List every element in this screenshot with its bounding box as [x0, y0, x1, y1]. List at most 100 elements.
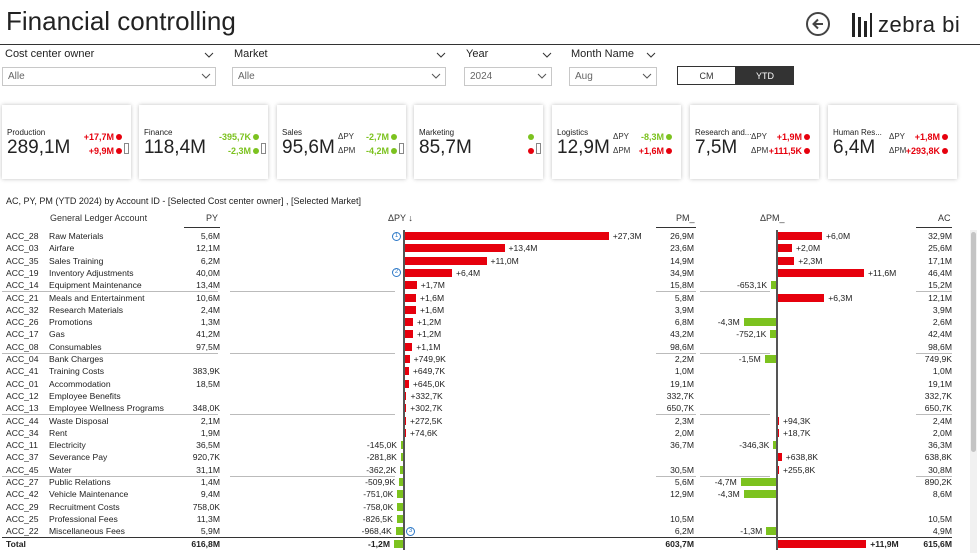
delta-py-bar — [397, 490, 403, 499]
status-dot-icon — [391, 134, 397, 140]
chevron-down-icon[interactable] — [542, 47, 552, 65]
delta-py-label: +6,4M — [456, 267, 481, 278]
account-name: Professional Fees — [49, 513, 118, 524]
table-row[interactable]: ACC_41 Training Costs 383,9K 1,0M 1,0M +649,7… — [0, 365, 970, 377]
ac-value: 19,1M — [928, 378, 952, 389]
table-row[interactable]: ACC_25 Professional Fees 11,3M 10,5M 10,5M -8… — [0, 513, 970, 525]
account-name: Inventory Adjustments — [49, 267, 134, 278]
comment-marker-icon[interactable]: 2 — [392, 268, 401, 278]
status-dot-icon — [528, 148, 534, 154]
ac-value: 30,8M — [928, 464, 952, 475]
table-row[interactable]: ACC_45 Water 31,1M 30,5M 30,8M -362,2K +255,8K — [0, 464, 970, 476]
delta-py-label: +645,0K — [412, 378, 446, 389]
account-name: Research Materials — [49, 304, 124, 315]
year-select[interactable]: 2024 — [464, 67, 552, 86]
table-row[interactable]: ACC_35 Sales Training 6,2M 14,9M 17,1M +11,0M… — [0, 255, 970, 267]
segment-ytd[interactable]: YTD — [736, 66, 794, 85]
py-value: 383,9K — [192, 366, 220, 377]
kpi-card-name: Research and... — [695, 128, 752, 137]
kpi-card[interactable]: Finance 118,4M -395,7K -2,3M — [139, 105, 268, 179]
delta-pm-bar — [777, 244, 792, 253]
col-header-ac[interactable]: AC — [938, 213, 951, 223]
py-value: 758,0K — [192, 501, 220, 512]
table-row[interactable]: ACC_12 Employee Benefits 332,7K 332,7K +332,… — [0, 390, 970, 402]
chevron-down-icon[interactable] — [646, 47, 656, 65]
table-row[interactable]: ACC_08 Consumables 97,5M 98,6M 98,6M +1,1M — [0, 341, 970, 353]
table-row[interactable]: ACC_34 Rent 1,9M 2,0M 2,0M +74,6K +18,7K — [0, 427, 970, 439]
delta-py-label: -281,8K — [366, 452, 397, 463]
delta-py-bar — [404, 428, 406, 437]
status-dot-icon — [116, 134, 122, 140]
cost-center-select[interactable]: Alle — [2, 67, 216, 86]
account-name: Vehicle Maintenance — [49, 489, 129, 500]
row-group-divider — [230, 414, 395, 415]
py-value: 18,5M — [196, 378, 220, 389]
account-id: ACC_26 — [6, 317, 39, 328]
table-row[interactable]: ACC_26 Promotions 1,3M 6,8M 2,6M +1,2M -4,3M — [0, 316, 970, 328]
account-name: Gas — [49, 329, 65, 340]
py-value: 920,7K — [192, 452, 220, 463]
delta-py-bar — [404, 305, 416, 314]
kpi-delta-pm: +9,9M — [88, 146, 114, 156]
table-row[interactable]: ACC_37 Severance Pay 920,7K 638,8K -281,8K +6… — [0, 451, 970, 463]
account-name: Miscellaneous Fees — [49, 526, 125, 537]
col-header-dpy[interactable]: ΔPY ↓ — [388, 213, 413, 223]
delta-pm-bar — [773, 441, 776, 450]
col-header-pm[interactable]: PM_ — [676, 213, 695, 223]
pm-value: 15,8M — [670, 280, 694, 291]
table-row[interactable]: ACC_03 Airfare 12,1M 23,6M 25,6M +13,4M +2,0M — [0, 242, 970, 254]
status-dot-icon — [804, 148, 810, 154]
month-select[interactable]: Aug — [569, 67, 657, 86]
chevron-down-icon — [431, 73, 441, 79]
col-header-py[interactable]: PY — [206, 213, 219, 223]
table-row[interactable]: ACC_01 Accommodation 18,5M 19,1M 19,1M +645,0… — [0, 378, 970, 390]
table-row[interactable]: ACC_21 Meals and Entertainment 10,6M 5,8M 12… — [0, 292, 970, 304]
col-header-dpm[interactable]: ΔPM_ — [760, 213, 785, 223]
kpi-card[interactable]: Sales 95,6M ΔPY ΔPM -2,7M -4,2M — [277, 105, 406, 179]
kpi-card[interactable]: Research and... 7,5M ΔPY ΔPM +1,9M +111,5K — [690, 105, 819, 179]
segment-cm[interactable]: CM — [677, 66, 736, 85]
comment-marker-icon[interactable]: 3 — [406, 526, 415, 536]
account-name: Severance Pay — [49, 452, 108, 463]
kpi-card-name: Finance — [144, 128, 173, 137]
table-row[interactable]: ACC_29 Recruitment Costs 758,0K -758,0K — [0, 501, 970, 513]
table-row[interactable]: ACC_19 Inventory Adjustments 40,0M 34,9M 46,… — [0, 267, 970, 279]
pm-value: 10,5M — [670, 513, 694, 524]
kpi-card[interactable]: Production 289,1M +17,7M +9,9M — [2, 105, 131, 179]
delta-pm-bar — [743, 318, 776, 327]
delta-py-bar — [404, 391, 407, 400]
table-row[interactable]: ACC_42 Vehicle Maintenance 9,4M 12,9M 8,6M -7… — [0, 488, 970, 500]
chevron-down-icon[interactable] — [204, 47, 214, 65]
back-button[interactable] — [806, 12, 830, 36]
market-select[interactable]: Alle — [232, 67, 446, 86]
kpi-card[interactable]: Marketing 85,7M — [414, 105, 543, 179]
scrollbar-thumb[interactable] — [971, 232, 976, 452]
comment-marker-icon[interactable]: 1 — [392, 231, 401, 241]
account-name: Equipment Maintenance — [49, 280, 142, 291]
col-header-account[interactable]: General Ledger Account — [50, 213, 148, 223]
status-dot-icon — [253, 134, 259, 140]
kpi-card-name: Logistics — [557, 128, 589, 137]
table-row[interactable]: ACC_04 Bank Charges 2,2M 749,9K +749,9K -1,5M — [0, 353, 970, 365]
table-row[interactable]: ACC_44 Waste Disposal 2,1M 2,3M 2,4M +272,5K +… — [0, 415, 970, 427]
table-row[interactable]: ACC_27 Public Relations 1,4M 5,6M 890,2K -509… — [0, 476, 970, 488]
table-row[interactable]: ACC_28 Raw Materials 5,6M 26,9M 32,9M +27,3M +… — [0, 230, 970, 242]
kpi-card[interactable]: Human Res... 6,4M ΔPY ΔPM +1,8M +293,8K — [828, 105, 957, 179]
table-row[interactable]: ACC_11 Electricity 36,5M 36,7M 36,3M -145,0K -… — [0, 439, 970, 451]
mini-gauge-icon — [536, 143, 541, 154]
kpi-delta-py: -8,3M — [640, 132, 664, 142]
table-row[interactable]: ACC_14 Equipment Maintenance 13,4M 15,8M 15,… — [0, 279, 970, 291]
table-row[interactable]: ACC_32 Research Materials 2,4M 3,9M 3,9M +1,6… — [0, 304, 970, 316]
ac-value: 32,9M — [928, 231, 952, 241]
table-row[interactable]: ACC_17 Gas 41,2M 43,2M 42,4M +1,2M -752,1K — [0, 328, 970, 340]
table-total-row[interactable]: Total 616,8M 603,7M 615,6M -1,2M +11,9M — [0, 538, 970, 550]
chevron-down-icon[interactable] — [436, 47, 446, 65]
delta-pm-bar — [766, 527, 776, 536]
account-name: Training Costs — [49, 366, 105, 377]
delta-py-label: +1,2M — [417, 329, 442, 340]
table-row[interactable]: ACC_22 Miscellaneous Fees 5,9M 6,2M 4,9M -968… — [0, 525, 970, 537]
mini-gauge-icon — [124, 143, 129, 154]
table-row[interactable]: ACC_13 Employee Wellness Programs 348,0K 65… — [0, 402, 970, 414]
kpi-card[interactable]: Logistics 12,9M ΔPY ΔPM -8,3M +1,6M — [552, 105, 681, 179]
delta-py-label: +272,5K — [410, 415, 443, 426]
